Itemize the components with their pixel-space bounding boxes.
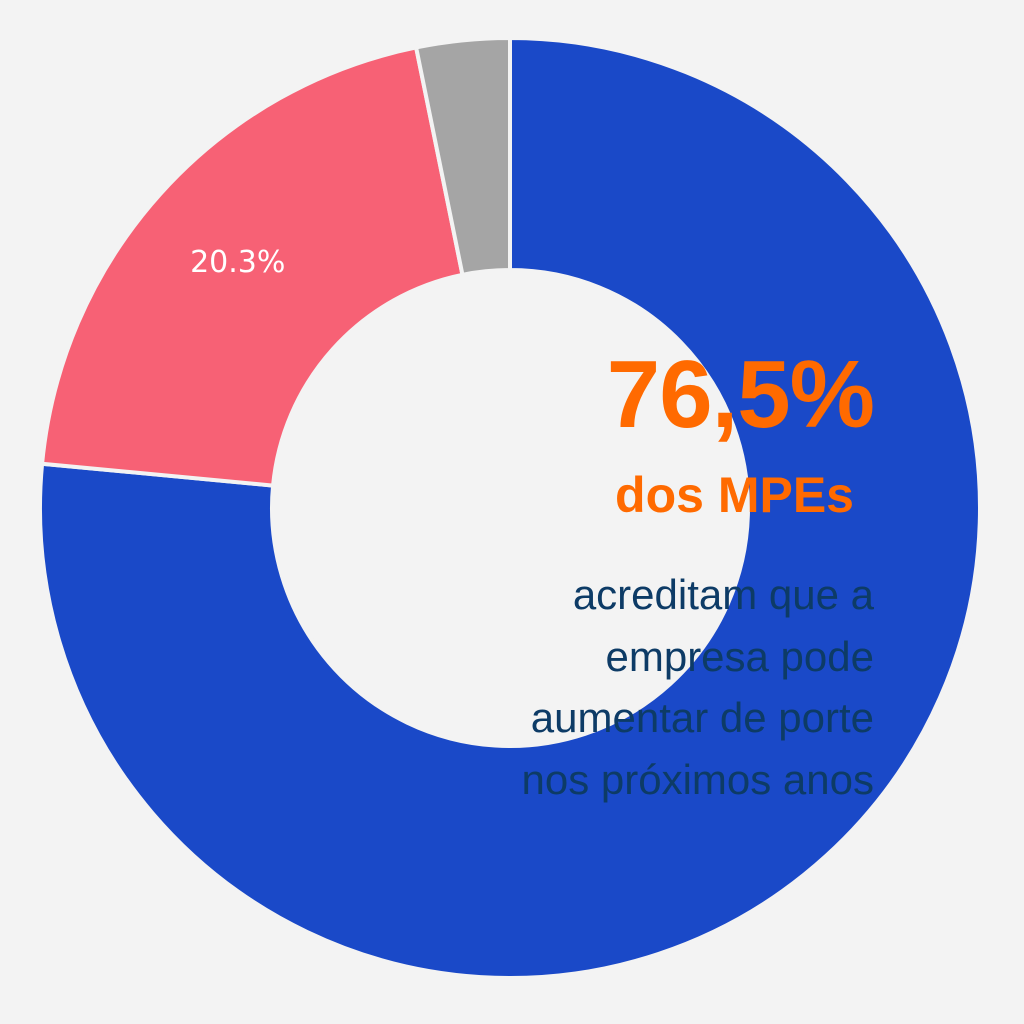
donut-slice-0 bbox=[38, 35, 982, 980]
caption-line: aumentar de porte bbox=[530, 694, 874, 742]
headline-subject: dos MPEs bbox=[615, 467, 854, 523]
headline-value: 76,5% bbox=[606, 341, 875, 448]
caption-line: empresa pode bbox=[605, 632, 874, 680]
caption-line: nos próximos anos bbox=[521, 756, 874, 804]
slice-label-1: 20.3% bbox=[190, 245, 285, 280]
donut-slice-1 bbox=[39, 45, 465, 488]
donut-slice-2 bbox=[413, 35, 512, 278]
donut-hole bbox=[274, 272, 746, 744]
caption-line: acreditam que a bbox=[572, 571, 874, 618]
headline-caption: acreditam que a empresa pode aumentar de… bbox=[521, 564, 874, 811]
